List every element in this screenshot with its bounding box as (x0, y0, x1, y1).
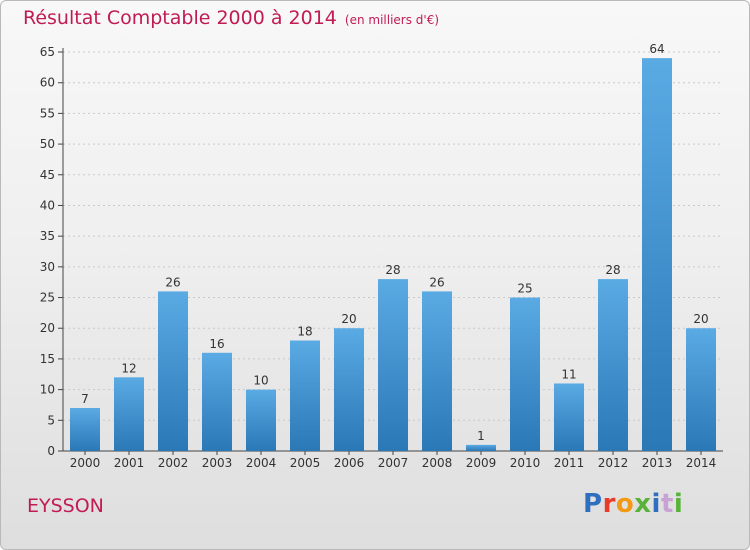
x-tick-label: 2002 (158, 456, 189, 470)
bar (510, 297, 540, 451)
x-tick-label: 2007 (378, 456, 409, 470)
data-label: 12 (121, 361, 136, 375)
x-tick-label: 2003 (202, 456, 233, 470)
data-label: 16 (209, 337, 224, 351)
data-label: 7 (81, 392, 89, 406)
data-label: 10 (253, 374, 268, 388)
x-tick-label: 2013 (642, 456, 673, 470)
bar (334, 328, 364, 451)
x-tick-label: 2004 (246, 456, 277, 470)
y-tick-label: 10 (40, 383, 55, 397)
x-tick-label: 2000 (70, 456, 101, 470)
data-label: 20 (341, 312, 356, 326)
x-tick-label: 2001 (114, 456, 145, 470)
data-label: 64 (649, 42, 664, 56)
y-tick-label: 15 (40, 352, 55, 366)
bar (290, 340, 320, 451)
y-tick-label: 65 (40, 45, 55, 59)
x-tick-label: 2005 (290, 456, 321, 470)
bar (158, 291, 188, 451)
x-tick-label: 2006 (334, 456, 365, 470)
y-tick-label: 5 (47, 413, 55, 427)
bar (70, 408, 100, 451)
bar (422, 291, 452, 451)
chart-title: Résultat Comptable 2000 à 2014 (en millie… (23, 7, 439, 29)
x-tick-label: 2009 (466, 456, 497, 470)
data-label: 26 (165, 275, 180, 289)
bar (114, 377, 144, 451)
y-tick-label: 30 (40, 260, 55, 274)
proxiti-logo: Proxiti (583, 489, 684, 519)
y-tick-label: 60 (40, 76, 55, 90)
data-label: 28 (385, 263, 400, 277)
x-tick-label: 2012 (598, 456, 629, 470)
y-tick-label: 45 (40, 168, 55, 182)
data-label: 25 (517, 282, 532, 296)
bar (466, 444, 496, 451)
bar (554, 383, 584, 451)
place-name: EYSSON (27, 495, 104, 517)
data-label: 1 (477, 429, 485, 443)
x-tick-label: 2010 (510, 456, 541, 470)
y-tick-label: 0 (47, 444, 55, 458)
data-label: 11 (561, 367, 576, 381)
bar (202, 352, 232, 451)
data-label: 26 (429, 275, 444, 289)
bar (642, 58, 672, 452)
y-tick-label: 20 (40, 321, 55, 335)
bar (598, 279, 628, 451)
x-tick-label: 2011 (554, 456, 585, 470)
bar (686, 328, 716, 451)
x-tick-label: 2008 (422, 456, 453, 470)
data-label: 18 (297, 325, 312, 339)
data-label: 20 (693, 312, 708, 326)
data-label: 28 (605, 263, 620, 277)
y-tick-label: 50 (40, 137, 55, 151)
y-tick-label: 40 (40, 198, 55, 212)
bar (378, 279, 408, 451)
bar (246, 389, 276, 451)
y-tick-label: 35 (40, 229, 55, 243)
y-tick-label: 25 (40, 291, 55, 305)
y-tick-label: 55 (40, 106, 55, 120)
chart-title-text: Résultat Comptable 2000 à 2014 (23, 7, 337, 29)
x-tick-label: 2014 (686, 456, 717, 470)
chart-unit: (en milliers d'€) (344, 13, 440, 27)
